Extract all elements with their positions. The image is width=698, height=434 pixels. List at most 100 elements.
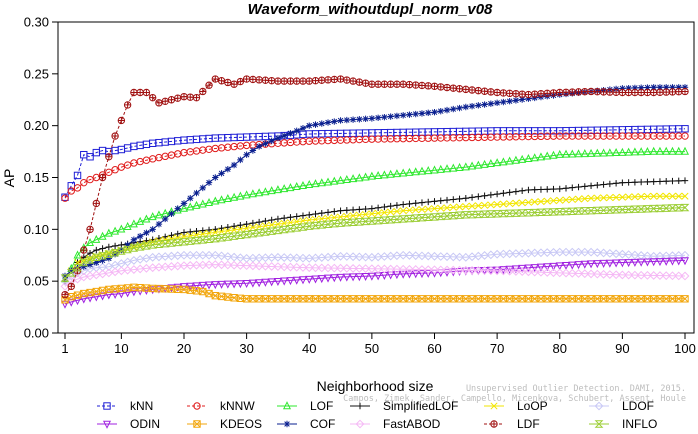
data-point-knn <box>73 171 82 180</box>
data-point-inflo <box>354 218 364 226</box>
data-point-ldf <box>148 93 157 102</box>
y-tick-label: 0.10 <box>24 222 49 237</box>
data-point-inflo <box>292 224 302 232</box>
data-point-ldof <box>267 253 277 262</box>
data-point-ldof <box>417 251 427 261</box>
data-point-lof <box>630 147 639 156</box>
legend-marker-lof <box>282 401 292 410</box>
data-point-cof <box>468 102 476 110</box>
data-point-fastabod <box>198 260 208 270</box>
data-point-ldof <box>173 251 183 261</box>
data-point-lof <box>104 228 113 237</box>
data-point-simplifiedlof <box>663 178 670 185</box>
data-point-cof <box>86 261 94 268</box>
data-point-inflo <box>142 242 151 250</box>
series-cof <box>61 84 689 280</box>
data-point-odin <box>355 273 364 282</box>
data-point-fastabod <box>680 271 690 281</box>
data-point-loop <box>274 220 282 228</box>
data-point-fastabod <box>192 260 201 270</box>
data-point-simplifiedlof <box>606 180 614 188</box>
data-point-inflo <box>192 236 201 245</box>
data-point-loop <box>574 195 583 203</box>
data-point-cof <box>149 226 156 233</box>
data-point-simplifiedlof <box>412 200 419 207</box>
data-point-odin <box>192 282 201 291</box>
data-point-lof <box>248 189 257 198</box>
data-point-ldf <box>481 88 488 95</box>
data-point-odin <box>330 274 339 283</box>
data-point-odin <box>637 258 646 267</box>
data-point-ldf <box>117 116 126 125</box>
legend-item-odin: ODIN <box>97 417 160 431</box>
data-point-inflo <box>267 227 277 235</box>
data-point-simplifiedlof <box>293 213 300 220</box>
data-point-loop <box>430 205 439 213</box>
data-point-ldof <box>599 248 608 258</box>
data-point-loop <box>637 193 645 201</box>
data-point-cof <box>656 84 664 91</box>
data-point-ldof <box>286 253 295 263</box>
data-point-cof <box>143 229 150 236</box>
data-point-ldf <box>669 88 676 96</box>
data-point-inflo <box>73 263 82 272</box>
data-point-knnw <box>80 178 88 187</box>
data-point-simplifiedlof <box>343 207 351 214</box>
legend-marker-cof <box>283 420 291 428</box>
y-tick-label: 0.05 <box>24 274 49 289</box>
data-point-odin <box>562 262 571 271</box>
data-point-odin <box>630 258 639 267</box>
data-point-ldf <box>612 89 620 96</box>
data-point-knnw <box>61 194 69 202</box>
data-point-inflo <box>348 218 358 226</box>
data-point-odin <box>424 269 433 278</box>
data-point-loop <box>612 193 620 201</box>
data-point-ldf <box>399 81 407 88</box>
data-point-inflo <box>248 229 258 238</box>
data-point-loop <box>374 209 382 217</box>
data-point-ldf <box>205 82 213 89</box>
data-point-inflo <box>173 238 183 247</box>
data-point-cof <box>293 127 300 135</box>
data-point-odin <box>280 277 289 286</box>
data-point-odin <box>111 290 120 299</box>
data-point-ldof <box>348 252 358 262</box>
data-point-odin <box>123 289 132 298</box>
data-point-fastabod <box>455 265 464 275</box>
data-point-cof <box>218 170 225 177</box>
data-point-simplifiedlof <box>243 220 250 228</box>
data-point-ldf <box>243 75 250 83</box>
data-point-ldof <box>668 251 677 261</box>
data-point-ldof <box>530 248 540 258</box>
data-point-simplifiedlof <box>500 190 507 197</box>
data-point-fastabod <box>448 265 458 275</box>
data-point-knn <box>123 144 132 152</box>
data-point-loop <box>343 212 351 220</box>
data-point-lof <box>242 190 251 199</box>
data-point-fastabod <box>116 266 126 276</box>
data-point-loop <box>600 194 608 202</box>
data-point-simplifiedlof <box>681 177 689 184</box>
data-point-fastabod <box>611 270 621 280</box>
data-point-loop <box>443 204 451 212</box>
data-point-simplifiedlof <box>318 209 325 217</box>
data-point-cof <box>280 132 288 139</box>
data-point-inflo <box>116 247 126 255</box>
data-point-cof <box>512 97 520 104</box>
data-point-cof <box>237 156 244 164</box>
data-point-cof <box>212 174 219 181</box>
data-point-kdeos <box>105 285 113 294</box>
data-point-odin <box>555 262 564 271</box>
data-point-cof <box>418 110 426 117</box>
data-point-ldf <box>205 81 213 89</box>
legend-label-ldf: LDF <box>517 417 540 431</box>
data-point-cof <box>155 220 163 228</box>
data-point-odin <box>267 278 276 287</box>
data-point-ldf <box>262 77 269 84</box>
data-point-ldof <box>605 248 615 258</box>
data-point-ldof <box>448 252 458 262</box>
data-point-cof <box>637 84 645 91</box>
data-point-lof <box>123 221 132 230</box>
data-point-inflo <box>674 204 684 212</box>
data-point-inflo <box>229 232 239 240</box>
